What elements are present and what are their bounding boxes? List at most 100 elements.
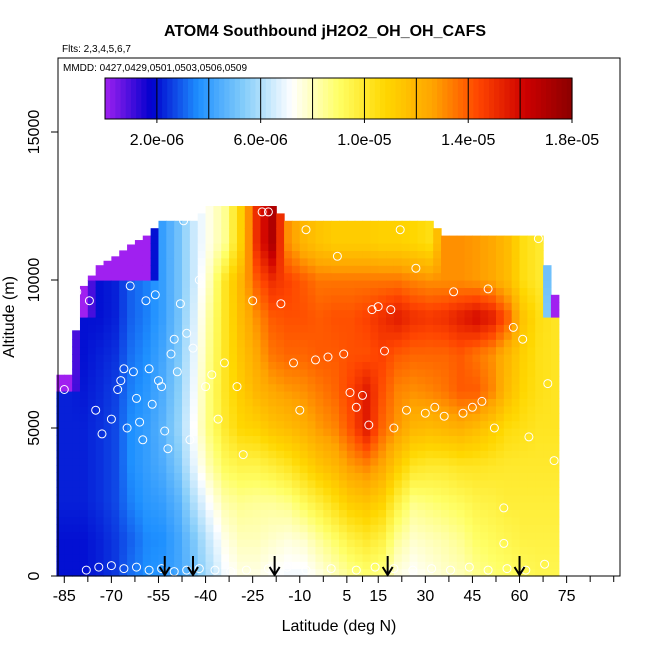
heatmap-cell: [72, 361, 81, 370]
heatmap-cell: [56, 420, 65, 429]
heatmap-cell: [378, 428, 387, 436]
heatmap-cell: [370, 405, 379, 414]
heatmap-cell: [370, 435, 379, 444]
heatmap-cell: [362, 428, 371, 436]
heatmap-cell: [519, 250, 528, 259]
heatmap-cell: [103, 457, 112, 466]
heatmap-cell: [339, 405, 348, 414]
heatmap-cell: [229, 546, 238, 555]
heatmap-cell: [323, 398, 332, 407]
heatmap-cell: [95, 450, 105, 459]
heatmap-cell: [150, 361, 160, 370]
heatmap-cell: [268, 361, 277, 370]
heatmap-cell: [189, 376, 199, 385]
heatmap-cell: [401, 294, 411, 303]
heatmap-cell: [409, 450, 419, 459]
heatmap-cell: [244, 206, 254, 214]
heatmap-cell: [323, 354, 332, 362]
colorbar-swatch: [452, 78, 459, 119]
colorbar-swatch: [561, 78, 568, 119]
heatmap-cell: [378, 546, 387, 555]
heatmap-cell: [488, 561, 497, 570]
heatmap-cell: [417, 405, 426, 414]
heatmap-cell: [511, 272, 521, 281]
heatmap-cell: [464, 450, 474, 459]
heatmap-cell: [331, 405, 340, 414]
heatmap-cell: [174, 539, 183, 547]
colorbar-tick-label: 1.8e-05: [545, 132, 599, 149]
heatmap-cell: [433, 280, 442, 288]
heatmap-cell: [425, 324, 434, 333]
heatmap-cell: [299, 413, 309, 422]
heatmap-cell: [64, 435, 73, 444]
heatmap-cell: [166, 435, 175, 444]
heatmap-cell: [354, 442, 364, 451]
heatmap-cell: [252, 331, 262, 340]
heatmap-cell: [150, 383, 160, 392]
heatmap-cell: [393, 294, 403, 303]
heatmap-cell: [134, 383, 144, 392]
heatmap-cell: [543, 280, 552, 288]
heatmap-cell: [189, 457, 199, 466]
heatmap-cell: [339, 516, 348, 525]
heatmap-cell: [401, 405, 411, 414]
observation-point: [106, 414, 116, 424]
heatmap-cell: [174, 494, 183, 503]
heatmap-cell: [425, 317, 434, 325]
observation-point: [207, 370, 217, 380]
heatmap-cell: [134, 240, 144, 244]
heatmap-cell: [244, 509, 254, 518]
heatmap-cell: [417, 509, 426, 518]
heatmap-cell: [111, 302, 120, 311]
heatmap-cell: [72, 531, 81, 540]
heatmap-cell: [346, 339, 356, 348]
heatmap-cell: [87, 413, 97, 422]
heatmap-cell: [393, 472, 403, 481]
heatmap-cell: [535, 442, 544, 451]
heatmap-cell: [291, 546, 301, 555]
heatmap-cell: [127, 487, 136, 496]
heatmap-cell: [550, 457, 560, 466]
heatmap-cell: [401, 383, 411, 392]
heatmap-cell: [362, 376, 371, 385]
heatmap-cell: [213, 398, 222, 407]
heatmap-cell: [331, 435, 340, 444]
heatmap-cell: [480, 546, 489, 555]
heatmap-cell: [401, 568, 411, 577]
heatmap-cell: [370, 228, 379, 237]
heatmap-cell: [205, 516, 215, 525]
heatmap-cell: [307, 539, 317, 547]
x-tick-label: -40: [194, 588, 217, 605]
heatmap-cell: [72, 539, 81, 547]
heatmap-cell: [307, 220, 317, 229]
heatmap-cell: [362, 442, 371, 451]
heatmap-cell: [346, 420, 356, 429]
heatmap-cell: [362, 235, 371, 244]
heatmap-cell: [323, 265, 332, 274]
heatmap-cell: [331, 457, 340, 466]
heatmap-cell: [393, 368, 403, 377]
heatmap-cell: [495, 235, 505, 244]
observation-point: [194, 564, 204, 574]
heatmap-cell: [244, 317, 254, 325]
heatmap-cell: [339, 398, 348, 407]
observation-point: [311, 355, 320, 365]
colorbar-swatch: [245, 78, 251, 119]
heatmap-cell: [95, 287, 105, 296]
heatmap-cell: [433, 442, 442, 451]
heatmap-cell: [441, 391, 450, 399]
colorbar-swatch: [390, 78, 397, 119]
heatmap-cell: [307, 509, 317, 518]
heatmap-cell: [291, 561, 301, 570]
heatmap-cell: [307, 309, 317, 318]
heatmap-cell: [323, 294, 332, 303]
heatmap-cell: [511, 339, 521, 348]
heatmap-cell: [166, 324, 175, 333]
heatmap-cell: [527, 265, 536, 274]
heatmap-cell: [448, 524, 458, 533]
heatmap-cell: [409, 472, 419, 481]
heatmap-cell: [448, 272, 458, 281]
heatmap-cell: [142, 324, 152, 333]
heatmap-cell: [158, 361, 167, 370]
heatmap-cell: [236, 539, 246, 547]
